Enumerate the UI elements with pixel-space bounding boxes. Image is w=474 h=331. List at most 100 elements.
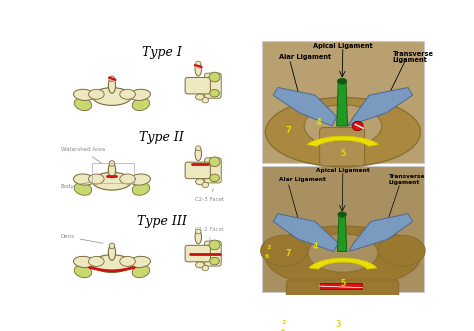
Text: 7: 7 bbox=[286, 249, 292, 258]
Ellipse shape bbox=[109, 76, 115, 81]
Text: Type II: Type II bbox=[139, 131, 184, 144]
Text: C1-2 Facet: C1-2 Facet bbox=[195, 227, 224, 241]
Ellipse shape bbox=[265, 226, 420, 288]
Ellipse shape bbox=[261, 235, 307, 266]
FancyBboxPatch shape bbox=[205, 241, 221, 266]
Ellipse shape bbox=[89, 89, 104, 99]
Text: Apical Ligament: Apical Ligament bbox=[313, 43, 373, 49]
Ellipse shape bbox=[196, 179, 204, 185]
Text: Transverse: Transverse bbox=[389, 174, 425, 179]
Polygon shape bbox=[337, 80, 347, 126]
Ellipse shape bbox=[92, 88, 131, 105]
Ellipse shape bbox=[73, 89, 95, 100]
Ellipse shape bbox=[196, 229, 201, 234]
Ellipse shape bbox=[210, 89, 219, 97]
Text: Apical Ligament: Apical Ligament bbox=[316, 167, 370, 172]
Ellipse shape bbox=[73, 256, 95, 267]
Polygon shape bbox=[273, 214, 338, 252]
Polygon shape bbox=[347, 87, 413, 126]
FancyBboxPatch shape bbox=[205, 158, 221, 183]
Ellipse shape bbox=[195, 230, 201, 244]
Text: Dens: Dens bbox=[61, 234, 103, 243]
FancyBboxPatch shape bbox=[185, 162, 210, 179]
Ellipse shape bbox=[109, 161, 115, 166]
Polygon shape bbox=[307, 136, 379, 146]
FancyBboxPatch shape bbox=[319, 127, 365, 166]
Ellipse shape bbox=[109, 243, 115, 249]
Ellipse shape bbox=[74, 183, 91, 195]
Ellipse shape bbox=[120, 89, 136, 99]
Ellipse shape bbox=[209, 240, 220, 250]
Ellipse shape bbox=[202, 265, 209, 271]
Text: Ligament: Ligament bbox=[392, 57, 427, 63]
Ellipse shape bbox=[129, 256, 150, 267]
Ellipse shape bbox=[196, 61, 201, 66]
FancyBboxPatch shape bbox=[286, 280, 399, 322]
FancyBboxPatch shape bbox=[185, 77, 210, 94]
Ellipse shape bbox=[196, 94, 204, 100]
Polygon shape bbox=[337, 213, 347, 252]
Text: 2: 2 bbox=[282, 320, 286, 325]
Ellipse shape bbox=[210, 257, 219, 265]
Ellipse shape bbox=[308, 234, 378, 272]
Ellipse shape bbox=[265, 97, 420, 167]
Ellipse shape bbox=[338, 212, 346, 217]
Ellipse shape bbox=[109, 163, 116, 178]
Text: Alar Ligament: Alar Ligament bbox=[279, 54, 331, 60]
Ellipse shape bbox=[195, 147, 201, 161]
Text: 6: 6 bbox=[280, 329, 285, 331]
Bar bbox=[262, 166, 423, 292]
Polygon shape bbox=[273, 87, 337, 126]
Ellipse shape bbox=[89, 257, 104, 266]
Ellipse shape bbox=[74, 265, 91, 278]
Ellipse shape bbox=[109, 245, 116, 260]
Ellipse shape bbox=[89, 174, 104, 184]
Ellipse shape bbox=[196, 262, 204, 268]
Ellipse shape bbox=[202, 98, 209, 103]
Ellipse shape bbox=[129, 174, 150, 185]
Bar bbox=[319, 283, 362, 289]
Text: Body: Body bbox=[61, 183, 89, 189]
Text: 6: 6 bbox=[265, 254, 269, 260]
Ellipse shape bbox=[132, 265, 150, 278]
Ellipse shape bbox=[92, 172, 131, 190]
Ellipse shape bbox=[337, 78, 347, 84]
FancyBboxPatch shape bbox=[205, 73, 221, 98]
Text: 5: 5 bbox=[340, 279, 346, 288]
Polygon shape bbox=[309, 258, 377, 269]
Ellipse shape bbox=[120, 257, 136, 266]
FancyBboxPatch shape bbox=[185, 245, 210, 262]
Ellipse shape bbox=[109, 78, 116, 93]
Ellipse shape bbox=[304, 105, 382, 147]
Polygon shape bbox=[349, 214, 413, 252]
Text: Watershed Area: Watershed Area bbox=[61, 147, 105, 164]
Ellipse shape bbox=[132, 183, 150, 195]
Ellipse shape bbox=[202, 182, 209, 188]
Ellipse shape bbox=[74, 98, 91, 111]
Ellipse shape bbox=[120, 174, 136, 184]
Text: C2-3 Facet: C2-3 Facet bbox=[195, 189, 224, 203]
Text: Type I: Type I bbox=[142, 46, 182, 59]
Text: 2: 2 bbox=[266, 245, 271, 250]
Text: Alar Ligament: Alar Ligament bbox=[279, 177, 326, 182]
Text: 4: 4 bbox=[316, 118, 322, 127]
Text: 7: 7 bbox=[285, 126, 291, 135]
Ellipse shape bbox=[92, 255, 131, 272]
Text: Transverse: Transverse bbox=[392, 51, 434, 57]
Text: Ligament: Ligament bbox=[389, 180, 420, 185]
Ellipse shape bbox=[379, 235, 425, 266]
Text: 5: 5 bbox=[340, 149, 346, 158]
Ellipse shape bbox=[209, 157, 220, 166]
Ellipse shape bbox=[132, 98, 150, 111]
Ellipse shape bbox=[209, 72, 220, 82]
Ellipse shape bbox=[352, 121, 363, 131]
Ellipse shape bbox=[210, 174, 219, 182]
Ellipse shape bbox=[73, 174, 95, 185]
Ellipse shape bbox=[195, 62, 201, 76]
Bar bbox=[262, 41, 423, 163]
Text: 3: 3 bbox=[336, 320, 341, 329]
FancyBboxPatch shape bbox=[292, 320, 392, 331]
Text: Type III: Type III bbox=[137, 215, 186, 228]
Bar bbox=[92, 163, 135, 183]
Ellipse shape bbox=[129, 89, 150, 100]
